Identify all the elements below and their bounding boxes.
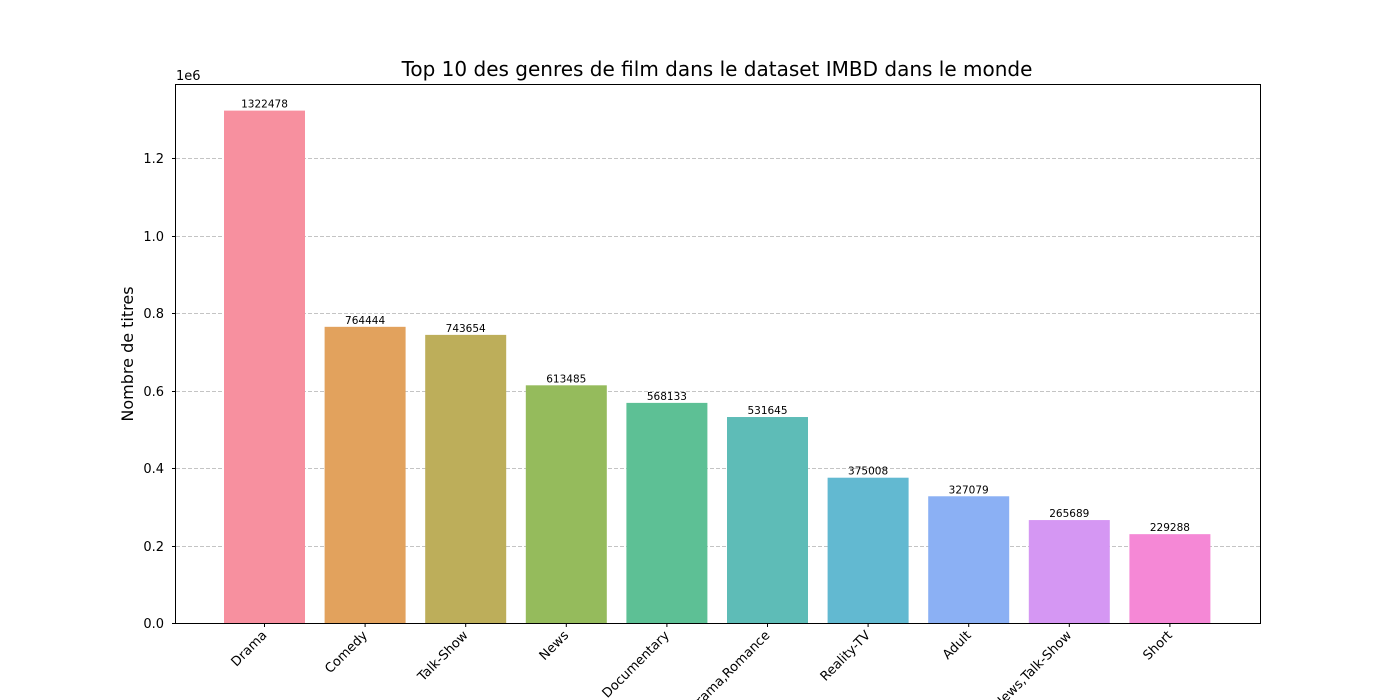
- bar-value-label: 229288: [1150, 522, 1190, 534]
- bar: [727, 417, 808, 623]
- y-tick-label: 0.4: [143, 462, 164, 477]
- bar-value-label: 531645: [747, 405, 787, 417]
- y-tick-label: 0.6: [143, 385, 164, 400]
- bar: [1028, 520, 1110, 623]
- y-tick-label: 0.2: [143, 540, 164, 555]
- y-tick-label: 0.8: [143, 307, 164, 322]
- x-tick-label: Talk-Show: [414, 628, 471, 685]
- y-tick-label: 0.0: [143, 617, 164, 632]
- x-axis-ticks: Drama Comedy Talk-Show News Documentary Drama…: [229, 623, 1176, 700]
- bar-value-label: 764444: [345, 315, 385, 327]
- bar-value-label: 568133: [647, 391, 687, 403]
- y-tick-label: 1.2: [143, 152, 164, 167]
- x-tick-label: Documentary: [600, 628, 673, 700]
- bars: [224, 110, 1211, 624]
- x-tick-label: Drama,Romance: [686, 628, 773, 700]
- bar-value-label: 375008: [848, 466, 888, 478]
- bar: [1129, 534, 1211, 623]
- bar: [928, 496, 1010, 623]
- x-tick-label: Short: [1140, 628, 1175, 663]
- y-axis-scale-label: 1e6: [176, 69, 201, 84]
- x-tick-label: Reality-TV: [818, 628, 874, 684]
- bar: [425, 334, 507, 623]
- y-axis-ticks: 0.0 0.2 0.4 0.6 0.8 1.0 1.2: [143, 152, 176, 632]
- data-labels: 1322478 764444 743654 613485 568133 531645 375…: [241, 99, 1190, 535]
- x-tick-label: News: [537, 628, 573, 664]
- bar-value-label: 1322478: [241, 99, 288, 111]
- bar: [324, 326, 406, 623]
- bar: [525, 385, 607, 623]
- x-tick-label: News,Talk-Show: [991, 628, 1075, 700]
- bar: [224, 110, 305, 624]
- y-axis-label: Nombre de titres: [118, 286, 137, 421]
- x-tick-label: Comedy: [322, 628, 371, 677]
- x-tick-label: Drama: [229, 628, 271, 670]
- bar: [827, 477, 909, 623]
- chart-title: Top 10 des genres de film dans le datase…: [401, 57, 1033, 81]
- bar-value-label: 265689: [1049, 508, 1089, 520]
- bar: [626, 402, 708, 623]
- bar-value-label: 613485: [546, 373, 586, 385]
- y-tick-label: 1.0: [143, 230, 164, 245]
- bar-value-label: 743654: [446, 323, 486, 335]
- plot-frame: [175, 84, 1261, 624]
- bar-value-label: 327079: [949, 484, 989, 496]
- x-tick-label: Adult: [940, 628, 975, 663]
